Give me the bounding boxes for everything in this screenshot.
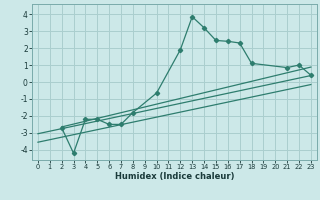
X-axis label: Humidex (Indice chaleur): Humidex (Indice chaleur)	[115, 172, 234, 181]
